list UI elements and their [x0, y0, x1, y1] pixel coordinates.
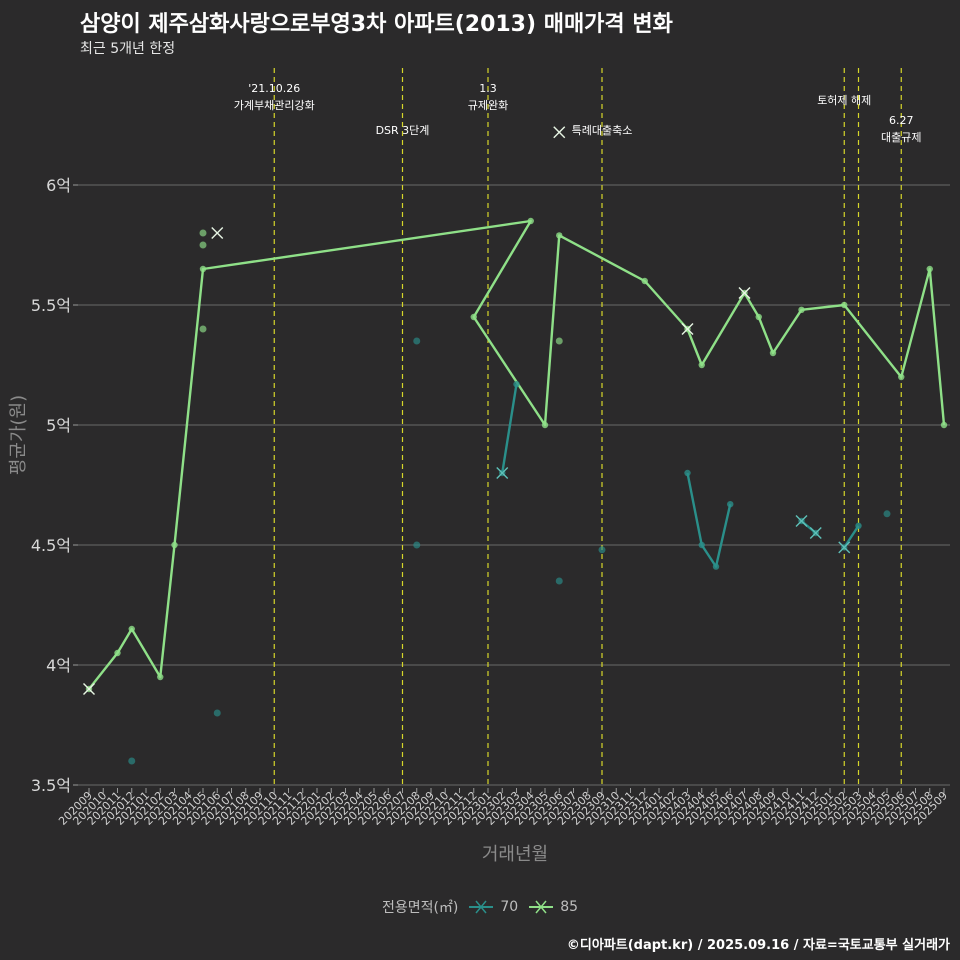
cancelled-marker-85	[681, 323, 694, 335]
cancelled-marker-85	[211, 227, 224, 239]
data-point-85	[555, 337, 563, 345]
data-point-70	[684, 469, 691, 477]
cancelled-marker-70	[795, 515, 808, 527]
series-line-70	[501, 384, 518, 474]
event-label: DSR 3단계	[376, 124, 430, 137]
event-label-line: 규제완화	[468, 99, 508, 112]
event-label: '21.10.26 가계부채관리강화	[234, 82, 315, 112]
event-label-line: 대출규제	[881, 131, 921, 144]
data-point-70	[727, 501, 734, 508]
data-point-85	[114, 649, 121, 657]
event-label-line: 특례대출축소	[572, 124, 633, 137]
data-point-85	[898, 373, 905, 381]
data-point-85	[556, 232, 563, 239]
data-point-70	[555, 577, 563, 585]
y-tick-label: 5억	[46, 416, 71, 435]
data-point-85	[171, 541, 178, 549]
event-label: 토허제 해제	[817, 93, 871, 107]
data-point-70	[213, 709, 221, 717]
legend-item-85: 85	[528, 899, 578, 915]
event-label-line: 토허제 해제	[817, 93, 871, 107]
data-point-85	[755, 313, 762, 321]
data-point-70	[883, 510, 891, 518]
data-point-85	[769, 349, 777, 357]
chart-title: 삼양이 제주삼화사랑으로부영3차 아파트(2013) 매매가격 변화	[80, 12, 673, 37]
chart-subtitle: 최근 5개년 한정	[80, 41, 176, 57]
series-line-85	[88, 219, 946, 690]
cancelled-marker-85	[553, 126, 566, 139]
legend-item-70: 70	[468, 899, 518, 915]
series-line-70	[843, 525, 860, 549]
legend-label-85: 85	[560, 899, 579, 915]
data-point-70	[413, 541, 421, 549]
data-point-70	[513, 381, 520, 388]
x-axis-label: 거래년월	[482, 844, 548, 865]
series-line-70	[686, 472, 732, 568]
data-point-85	[128, 625, 135, 633]
y-axis-label: 평균가(원)	[8, 395, 29, 475]
data-point-85	[841, 301, 848, 309]
data-point-85	[199, 241, 207, 249]
legend-title: 전용면적(㎡)	[381, 900, 459, 916]
legend-swatch-85	[529, 900, 554, 914]
data-point-70	[698, 541, 705, 549]
data-point-85	[527, 217, 534, 225]
data-point-85	[470, 313, 477, 321]
event-label-line: DSR 3단계	[376, 124, 430, 137]
data-point-70	[413, 337, 421, 345]
data-point-85	[199, 265, 207, 273]
data-point-85	[541, 421, 549, 429]
data-point-85	[157, 673, 164, 681]
cancelled-marker-70	[496, 467, 509, 479]
legend-label-70: 70	[500, 899, 519, 915]
data-point-70	[128, 757, 136, 765]
data-point-70	[855, 522, 862, 529]
chart-caption: ©디아파트(dapt.kr) / 2025.09.16 / 자료=국토교통부 실…	[566, 938, 950, 953]
data-point-85	[698, 361, 705, 369]
y-tick-label: 6억	[46, 176, 71, 195]
y-tick-label: 4억	[46, 656, 71, 675]
event-label-line: 1.3	[479, 82, 497, 95]
event-label: 특례대출축소	[572, 124, 633, 137]
cancelled-marker-70	[809, 527, 822, 539]
data-point-85	[199, 325, 207, 333]
event-label: 6.27 대출규제	[881, 114, 921, 144]
data-point-85	[926, 265, 933, 273]
cancelled-marker-85	[83, 683, 95, 695]
event-label-line: '21.10.26	[248, 82, 300, 95]
data-point-85	[199, 229, 207, 237]
legend-swatch-70	[469, 900, 494, 914]
legend: 전용면적(㎡) 70 85	[0, 896, 960, 918]
y-tick-label: 4.5억	[31, 536, 71, 555]
cancelled-marker-70	[838, 541, 851, 554]
event-label-line: 가계부채관리강화	[234, 99, 315, 112]
y-tick-label: 3.5억	[31, 776, 71, 795]
y-tick-label: 5.5억	[31, 296, 71, 315]
data-point-85	[940, 421, 948, 429]
cancelled-marker-85	[738, 287, 751, 299]
data-point-70	[712, 563, 720, 570]
data-point-85	[798, 306, 805, 313]
data-point-70	[598, 546, 606, 554]
data-point-85	[641, 277, 648, 285]
event-label-line: 6.27	[889, 114, 914, 127]
event-label: 1.3 규제완화	[468, 82, 508, 112]
